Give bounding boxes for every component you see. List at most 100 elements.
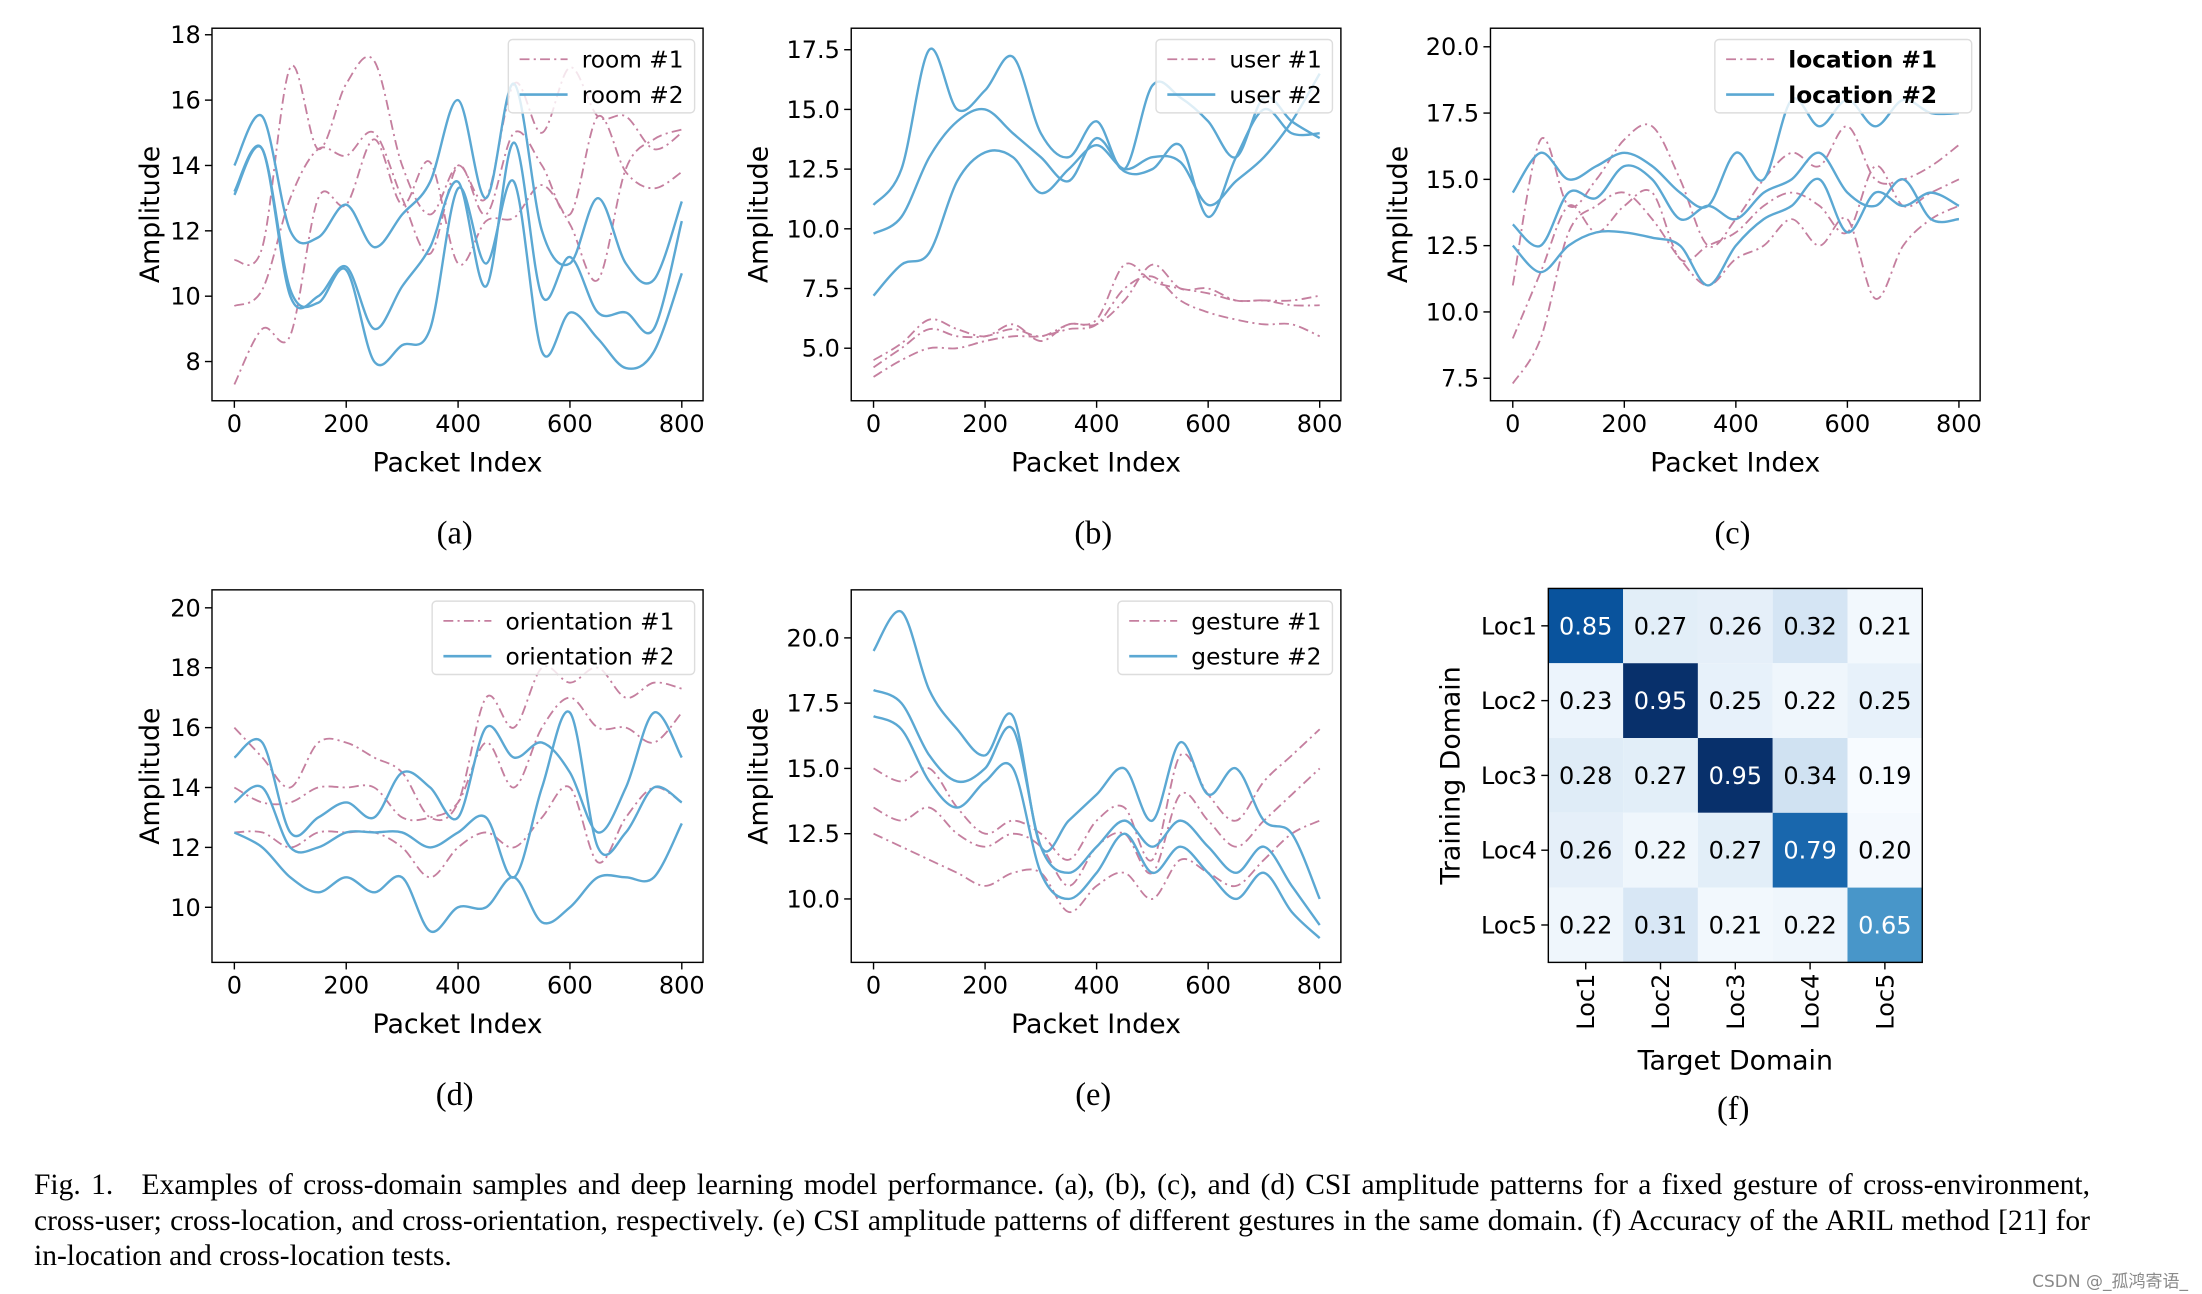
heatmap-value: 0.85 [1559,612,1612,640]
heatmap-cell [1623,588,1698,664]
plot-lines [233,665,683,933]
legend-label: gesture #2 [1191,644,1321,671]
y-tick-label: 10.0 [787,885,840,913]
heatmap-value: 0.20 [1858,837,1911,865]
series-line-1-2 [873,263,1320,361]
legend-label: gesture #1 [1191,608,1321,635]
chart-b: 0 200 400 600 800 5.0 7.5 10.0 12.5 15.0 17.5 Packe… [744,27,1343,551]
x-tick-label: 200 [962,971,1008,999]
heatmap-value: 0.79 [1783,837,1836,865]
series-line-1-2 [233,115,683,307]
heatmap-cell [1697,812,1773,888]
y-tick-label: 10.0 [787,215,840,243]
x-tick-label: 200 [323,971,369,999]
y-tick-label: 14 [170,152,201,180]
series-line-2-1 [233,711,683,838]
y-tick-label: 7.5 [802,275,840,303]
legend-label: room #1 [582,47,684,74]
heatmap-cell [1847,588,1923,664]
x-tick-label: 800 [1297,410,1343,438]
y-tick-label: 10.0 [1426,298,1479,326]
heatmap-cell [1847,663,1923,739]
heatmap-cell [1697,887,1773,963]
y-tick-label: 12 [170,834,201,862]
x-tick-label: 200 [1601,410,1647,438]
legend-box [431,600,696,676]
heatmap-cell [1623,812,1698,888]
heatmap-cell [1548,887,1624,963]
col-label: Loc4 [1797,974,1825,1030]
heatmap-cell [1548,738,1624,813]
series-line-2-1 [1511,97,1959,209]
row-label: Loc2 [1481,687,1537,715]
col-label: Loc1 [1572,974,1600,1030]
x-axis-label: Packet Index [1650,447,1820,478]
y-axis-label: Amplitude [135,146,166,283]
heatmap-value: 0.26 [1559,837,1612,865]
legend-label: location #2 [1788,82,1937,109]
panel-label: (c) [1714,515,1750,551]
heatmap-cell [1623,738,1698,813]
plot-lines [872,47,1321,378]
series-line-1-1 [1511,123,1960,286]
series-line-1-3 [873,819,1321,913]
heatmap-value: 0.22 [1783,911,1836,939]
x-tick-label: 400 [435,410,481,438]
y-tick-label: 18 [170,654,201,682]
series-line-1-1 [873,728,1321,862]
heatmap-value: 0.26 [1709,612,1762,640]
y-tick-label: 20.0 [1426,33,1479,61]
y-tick-label: 10 [170,894,201,922]
series-line-1-2 [1511,165,1960,339]
caption-text: Examples of cross-domain samples and dee… [34,1169,2091,1272]
x-tick-label: 800 [1297,971,1343,999]
series-line-1-3 [233,128,683,385]
watermark: CSDN @_孤鸿寄语_ [2032,1272,2188,1292]
series-line-1-2 [873,767,1321,887]
heatmap-value: 0.27 [1634,612,1687,640]
y-tick-label: 18 [170,21,201,49]
chart-c: 0 200 400 600 800 7.5 10.0 12.5 15.0 17.5 20.0 Pack… [1383,27,1982,551]
legend-label: room #2 [582,82,684,109]
legend-label: orientation #2 [506,644,675,671]
x-axis-label: Packet Index [373,1009,543,1040]
x-axis-label: Packet Index [1011,447,1181,478]
heatmap-value: 0.21 [1709,911,1762,939]
x-tick-label: 400 [1074,971,1120,999]
y-tick-label: 5.0 [802,335,840,363]
y-tick-label: 12 [170,217,201,245]
col-label: Loc3 [1722,974,1750,1030]
y-axis-label: Amplitude [1383,146,1414,283]
heatmap-value: 0.23 [1559,687,1612,715]
heatmap-value: 0.28 [1559,762,1612,790]
series-line-2-2 [1511,151,1960,248]
heatmap-cell [1697,588,1773,664]
y-tick-label: 7.5 [1441,365,1479,393]
heatmap-value: 0.27 [1634,762,1687,790]
series-line-1-3 [1511,191,1960,385]
heatmap-value: 0.19 [1858,762,1911,790]
x-axis-label: Packet Index [373,447,543,478]
row-label: Loc3 [1481,762,1537,790]
chart-d: 0 200 400 600 800 10 12 14 16 18 20 Packet Index Amp… [135,589,705,1113]
y-tick-label: 17.5 [787,36,840,64]
y-tick-label: 20 [170,594,201,622]
series-line-2-1 [233,82,683,285]
y-axis-label: Amplitude [135,707,166,844]
heatmap-cell [1697,663,1773,739]
x-tick-label: 600 [1185,971,1231,999]
y-tick-label: 15.0 [1426,166,1479,194]
plot-lines [233,55,683,385]
heatmap-value: 0.27 [1709,837,1762,865]
heatmap-value: 0.22 [1559,911,1612,939]
y-tick-label: 12.5 [1426,232,1479,260]
heatmap-cell [1772,812,1848,888]
series-line-1-1 [873,262,1320,369]
panel-label: (f) [1717,1091,1749,1127]
heatmap-cell [1847,738,1923,813]
series-line-1-3 [234,785,683,879]
heatmap-cell [1772,663,1848,739]
x-tick-label: 0 [866,410,881,438]
legend-label: user #2 [1229,82,1321,109]
y-tick-label: 12.5 [787,820,840,848]
